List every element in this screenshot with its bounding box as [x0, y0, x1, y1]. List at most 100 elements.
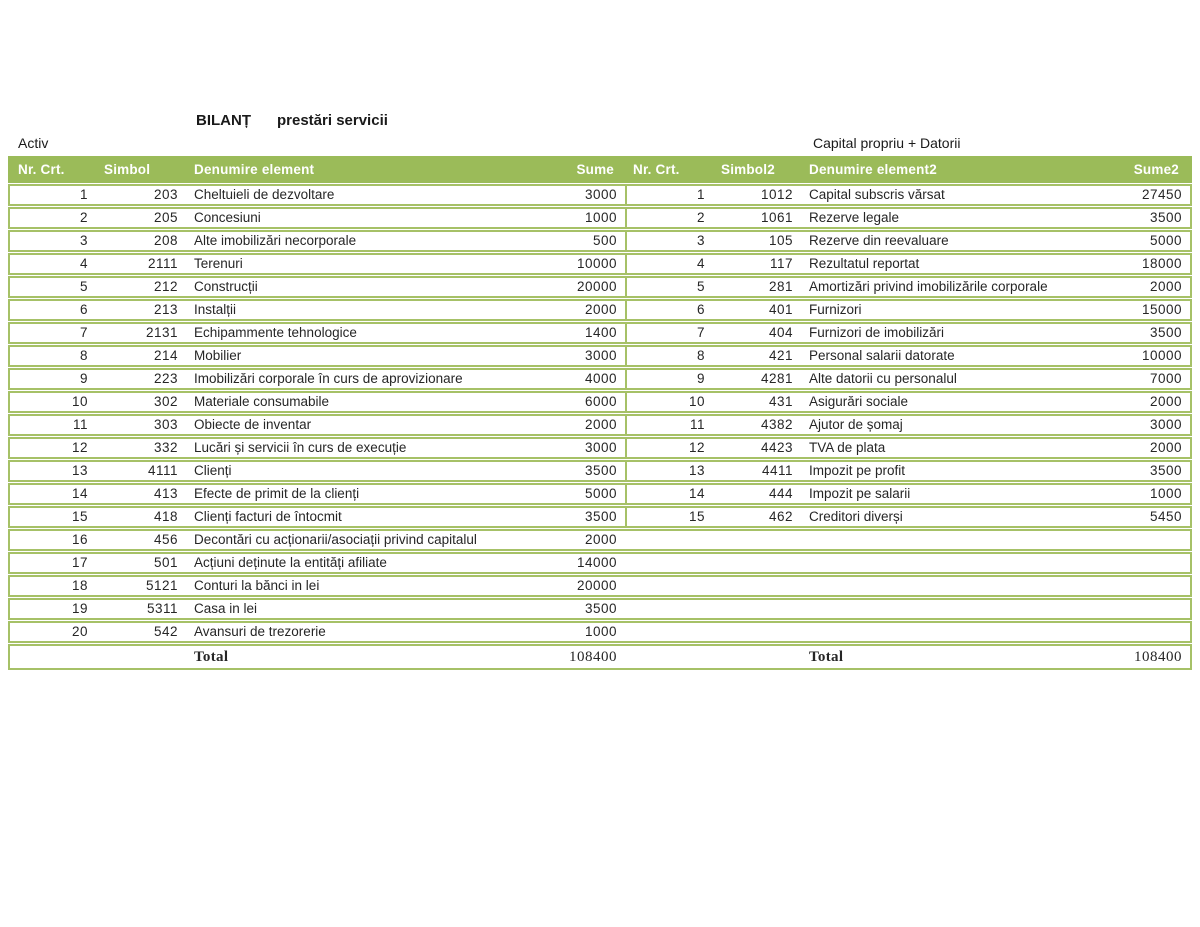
- table-row: 17 501 Acțiuni deținute la entități afilia…: [8, 552, 1192, 574]
- cell-r-den: Capital subscris vărsat: [801, 184, 1101, 206]
- cell-r-sum: 2000: [1101, 437, 1192, 459]
- header-sume2: Sume2: [1101, 156, 1192, 183]
- cell-l-den: Instalții: [186, 299, 535, 321]
- cell-l-nr: 5: [8, 276, 96, 298]
- total-value-right: 108400: [1101, 644, 1192, 670]
- cell-l-den: Cheltuieli de dezvoltare: [186, 184, 535, 206]
- cell-r-sum: [1101, 598, 1192, 620]
- cell-l-sum: 2000: [535, 414, 625, 436]
- cell-l-den: Avansuri de trezorerie: [186, 621, 535, 643]
- cell-l-sim: 456: [96, 529, 186, 551]
- table-row: 6 213 Instalții 2000 6 401 Furnizori 15000: [8, 299, 1192, 321]
- cell-r-sum: 10000: [1101, 345, 1192, 367]
- table-row: 1 203 Cheltuieli de dezvoltare 3000 1 1012 Cap…: [8, 184, 1192, 206]
- cell-l-nr: 7: [8, 322, 96, 344]
- table-body: 1 203 Cheltuieli de dezvoltare 3000 1 1012 Cap…: [8, 184, 1192, 643]
- cell-r-nr: 9: [625, 368, 713, 390]
- cell-l-nr: 12: [8, 437, 96, 459]
- cell-l-den: Decontări cu acționarii/asociații privin…: [186, 529, 535, 551]
- cell-l-nr: 8: [8, 345, 96, 367]
- cell-r-sum: 3500: [1101, 322, 1192, 344]
- section-label-capital-datorii: Capital propriu + Datorii: [813, 135, 961, 151]
- cell-l-sum: 2000: [535, 299, 625, 321]
- cell-l-sum: 3500: [535, 460, 625, 482]
- table-row: 14 413 Efecte de primit de la clienți 5000 1…: [8, 483, 1192, 505]
- cell-r-sim: 105: [713, 230, 801, 252]
- cell-l-sim: 413: [96, 483, 186, 505]
- cell-r-sim: 4382: [713, 414, 801, 436]
- cell-l-nr: 6: [8, 299, 96, 321]
- cell-l-sim: 212: [96, 276, 186, 298]
- table-row: 5 212 Construcții 20000 5 281 Amortizări privi…: [8, 276, 1192, 298]
- table-row: 2 205 Concesiuni 1000 2 1061 Rezerve legale 350…: [8, 207, 1192, 229]
- cell-l-den: Alte imobilizări necorporale: [186, 230, 535, 252]
- cell-r-den: [801, 575, 1101, 597]
- cell-l-sum: 5000: [535, 483, 625, 505]
- table-row: 9 223 Imobilizări corporale în curs de apr…: [8, 368, 1192, 390]
- cell-r-sim: 462: [713, 506, 801, 528]
- cell-r-sim: 401: [713, 299, 801, 321]
- total-row: Total 108400 Total 108400: [8, 644, 1192, 670]
- cell-r-nr: [625, 552, 713, 574]
- cell-r-sum: 5450: [1101, 506, 1192, 528]
- cell-l-sim: 542: [96, 621, 186, 643]
- title-subtitle: prestări servicii: [277, 112, 388, 129]
- total-empty-cell: [8, 644, 96, 670]
- cell-r-sum: 3000: [1101, 414, 1192, 436]
- table-row: 12 332 Lucări și servicii în curs de execu…: [8, 437, 1192, 459]
- cell-l-sim: 223: [96, 368, 186, 390]
- balance-table: Nr. Crt. Simbol Denumire element Sume Nr…: [8, 155, 1192, 671]
- cell-r-den: [801, 598, 1101, 620]
- cell-l-den: Clienți facturi de întocmit: [186, 506, 535, 528]
- cell-r-nr: 15: [625, 506, 713, 528]
- cell-r-nr: 12: [625, 437, 713, 459]
- cell-r-den: Amortizări privind imobilizările corpora…: [801, 276, 1101, 298]
- cell-l-nr: 18: [8, 575, 96, 597]
- cell-l-sum: 3000: [535, 184, 625, 206]
- cell-l-den: Obiecte de inventar: [186, 414, 535, 436]
- cell-l-nr: 16: [8, 529, 96, 551]
- cell-r-sim: 4281: [713, 368, 801, 390]
- cell-l-sum: 1000: [535, 207, 625, 229]
- header-simbol: Simbol: [96, 156, 186, 183]
- cell-l-sum: 6000: [535, 391, 625, 413]
- cell-l-sum: 10000: [535, 253, 625, 275]
- cell-l-sum: 3500: [535, 506, 625, 528]
- cell-l-nr: 4: [8, 253, 96, 275]
- total-value-left: 108400: [535, 644, 625, 670]
- cell-l-nr: 20: [8, 621, 96, 643]
- cell-r-sum: 2000: [1101, 391, 1192, 413]
- cell-r-sim: [713, 529, 801, 551]
- cell-l-den: Construcții: [186, 276, 535, 298]
- cell-r-sim: [713, 598, 801, 620]
- cell-l-den: Casa in lei: [186, 598, 535, 620]
- cell-r-sim: 1012: [713, 184, 801, 206]
- cell-l-sim: 501: [96, 552, 186, 574]
- cell-r-nr: 6: [625, 299, 713, 321]
- table-row: 4 2111 Terenuri 10000 4 117 Rezultatul reporta…: [8, 253, 1192, 275]
- cell-l-den: Terenuri: [186, 253, 535, 275]
- cell-l-nr: 15: [8, 506, 96, 528]
- cell-r-sim: [713, 552, 801, 574]
- cell-l-den: Echipammente tehnologice: [186, 322, 535, 344]
- header-nr-crt-left: Nr. Crt.: [8, 156, 96, 183]
- cell-r-sum: 18000: [1101, 253, 1192, 275]
- cell-l-sim: 5121: [96, 575, 186, 597]
- cell-r-nr: 5: [625, 276, 713, 298]
- cell-r-den: Rezultatul reportat: [801, 253, 1101, 275]
- table-row: 11 303 Obiecte de inventar 2000 11 4382 Ajutor…: [8, 414, 1192, 436]
- cell-r-sum: [1101, 621, 1192, 643]
- cell-l-den: Conturi la bănci in lei: [186, 575, 535, 597]
- cell-r-sum: 7000: [1101, 368, 1192, 390]
- cell-l-sum: 20000: [535, 276, 625, 298]
- total-empty-cell: [713, 644, 801, 670]
- table-row: 8 214 Mobilier 3000 8 421 Personal salarii dat…: [8, 345, 1192, 367]
- cell-r-sim: 1061: [713, 207, 801, 229]
- cell-r-sum: 3500: [1101, 460, 1192, 482]
- header-denumire-element2: Denumire element2: [801, 156, 1101, 183]
- cell-r-sum: 5000: [1101, 230, 1192, 252]
- cell-l-den: Efecte de primit de la clienți: [186, 483, 535, 505]
- header-simbol2: Simbol2: [713, 156, 801, 183]
- cell-r-sim: 431: [713, 391, 801, 413]
- cell-l-nr: 13: [8, 460, 96, 482]
